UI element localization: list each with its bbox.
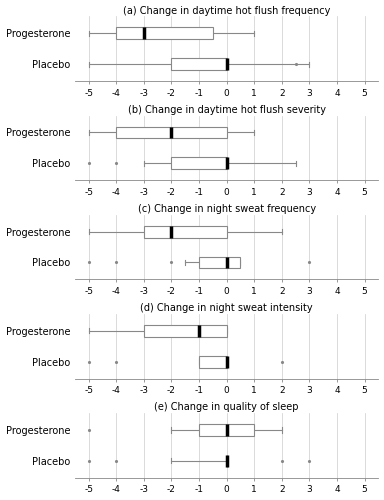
Title: (e) Change in quality of sleep: (e) Change in quality of sleep (154, 402, 299, 412)
Bar (144, 325, 227, 336)
Title: (b) Change in daytime hot flush severity: (b) Change in daytime hot flush severity (128, 104, 326, 115)
Bar (144, 226, 227, 237)
Bar (172, 58, 227, 70)
Title: (c) Change in night sweat frequency: (c) Change in night sweat frequency (137, 204, 316, 214)
Bar (199, 256, 240, 268)
Title: (d) Change in night sweat intensity: (d) Change in night sweat intensity (141, 303, 313, 313)
Title: (a) Change in daytime hot flush frequency: (a) Change in daytime hot flush frequenc… (123, 6, 330, 16)
Bar (116, 28, 213, 39)
Bar (199, 356, 227, 368)
Bar (199, 424, 254, 436)
Bar (172, 158, 227, 169)
Bar (116, 126, 227, 138)
